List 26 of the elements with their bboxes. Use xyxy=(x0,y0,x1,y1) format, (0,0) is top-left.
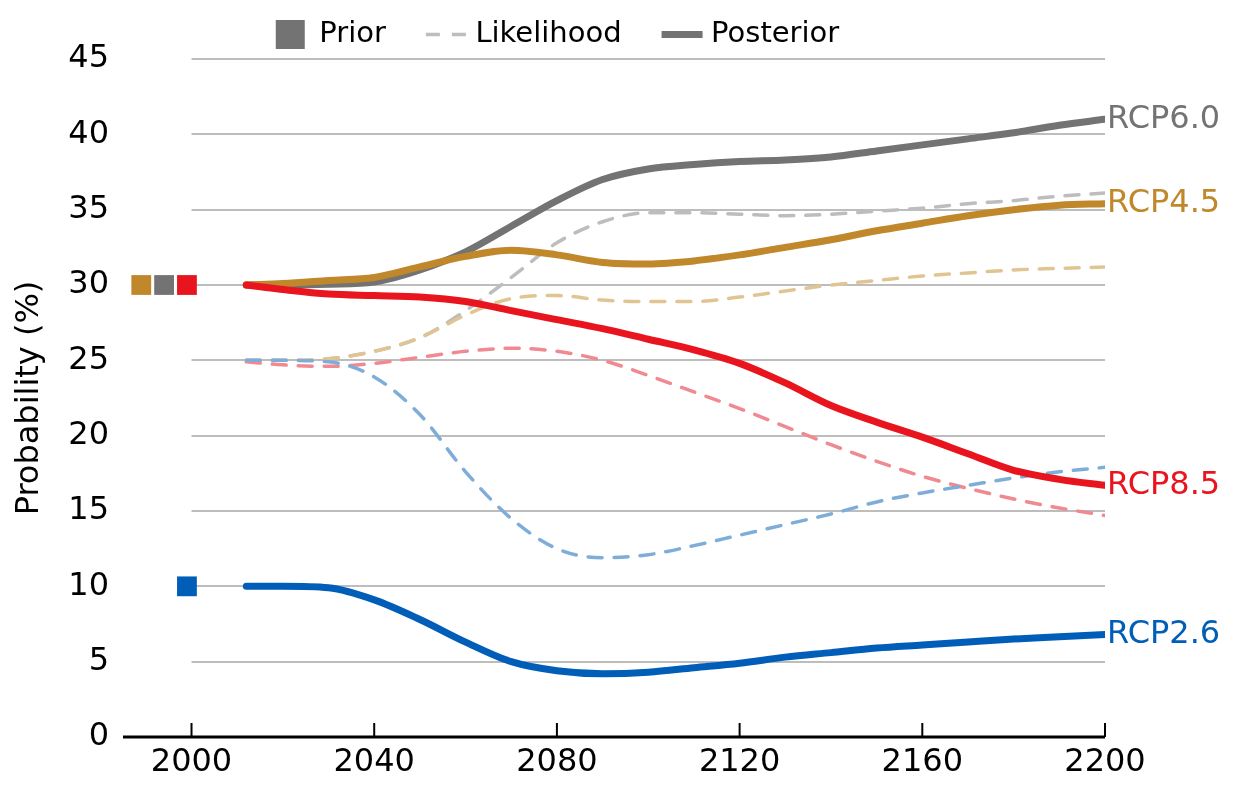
y-axis-title: Probability (%) xyxy=(7,280,46,516)
y-tick-label: 45 xyxy=(68,37,109,76)
y-tick-label: 30 xyxy=(68,263,109,302)
series-label: RCP4.5 xyxy=(1107,181,1221,220)
y-tick-label: 5 xyxy=(88,639,109,678)
y-tick-label: 0 xyxy=(88,715,109,754)
x-tick-label: 2000 xyxy=(150,740,233,779)
legend-label: Likelihood xyxy=(475,15,622,50)
y-tick-label: 10 xyxy=(68,564,109,603)
line-series xyxy=(244,358,1105,560)
legend-label: Posterior xyxy=(711,15,840,50)
x-tick-label: 2120 xyxy=(698,740,781,779)
y-tick-label: 40 xyxy=(68,112,109,151)
y-tick-label: 35 xyxy=(68,187,109,226)
line-series xyxy=(244,346,1105,518)
legend-label: Prior xyxy=(319,15,386,50)
y-tick-label: 20 xyxy=(68,413,109,452)
series-label: RCP8.5 xyxy=(1107,463,1221,502)
x-tick-label: 2160 xyxy=(881,740,964,779)
x-tick-label: 2080 xyxy=(516,740,598,779)
series-label: RCP2.6 xyxy=(1107,612,1221,651)
x-tick-label: 2200 xyxy=(1064,740,1146,779)
x-tick-label: 2040 xyxy=(333,740,415,779)
y-tick-label: 15 xyxy=(68,489,109,528)
y-tick-label: 25 xyxy=(68,338,109,377)
series-label: RCP6.0 xyxy=(1107,97,1221,136)
